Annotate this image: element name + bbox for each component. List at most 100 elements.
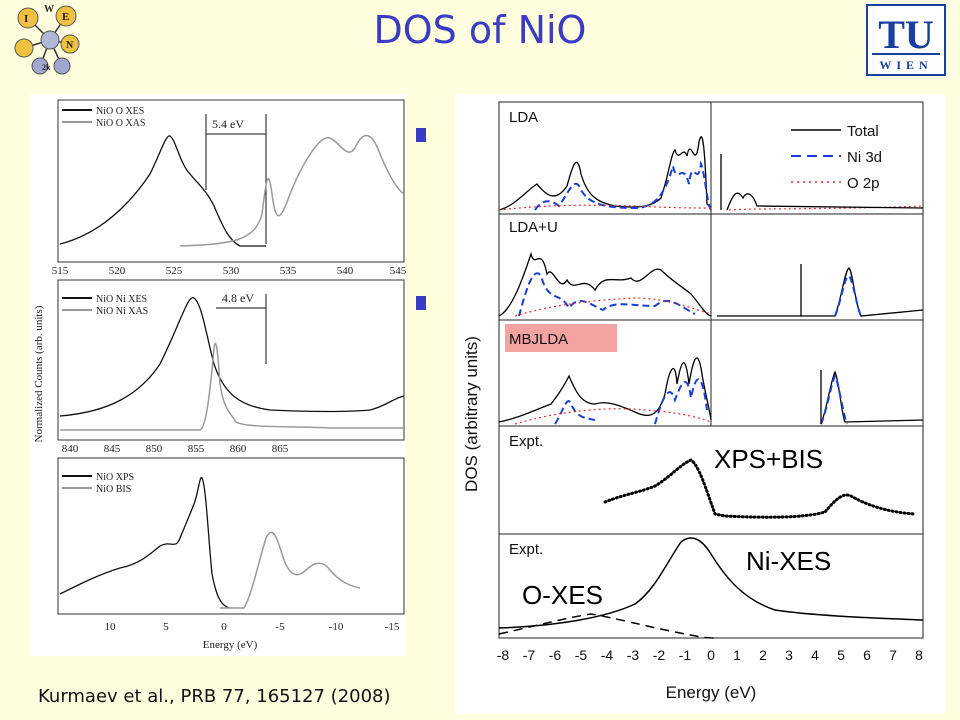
- svg-text:-3: -3: [627, 647, 640, 663]
- svg-text:6: 6: [863, 647, 871, 663]
- left-figure-svg: Normalized Counts (arb. units) NiO O XES…: [33, 99, 407, 651]
- wien2k-letter-i: I: [24, 13, 28, 25]
- svg-text:2: 2: [759, 647, 767, 663]
- label-xps-bis: XPS+BIS: [714, 444, 824, 474]
- svg-text:-7: -7: [523, 647, 536, 663]
- bis-curve: [220, 531, 361, 609]
- right-x-ticks: -8 -7 -6 -5 -4 -3 -2 -1 0 1 2 3 4 5 6 7 …: [497, 647, 923, 663]
- left-panel-3-frame: [57, 457, 405, 615]
- lda-o2p: [498, 204, 924, 211]
- left-figure: Normalized Counts (arb. units) NiO O XES…: [30, 94, 407, 656]
- lda-unocc: [720, 154, 924, 211]
- label-o-xes: O-XES: [522, 580, 603, 610]
- bullet-marker: [416, 296, 426, 310]
- svg-text:-5: -5: [575, 647, 588, 663]
- svg-text:10: 10: [105, 621, 117, 633]
- mbj-total: [498, 357, 924, 425]
- svg-text:535: 535: [280, 265, 297, 277]
- mbjlda-highlight: [505, 324, 617, 352]
- svg-text:545: 545: [390, 265, 406, 277]
- ni-xes-curve: [59, 297, 405, 417]
- right-figure: DOS (arbitrary units) LDA LDA+U MBJLDA E…: [455, 94, 945, 714]
- panel-1-ticks: 515 520 525 530 535 540 545: [52, 265, 407, 277]
- svg-text:540: 540: [337, 265, 354, 277]
- svg-text:0: 0: [707, 647, 715, 663]
- svg-text:8: 8: [915, 647, 923, 663]
- svg-text:525: 525: [166, 265, 183, 277]
- legend-ni-xes: NiO Ni XES: [96, 294, 147, 305]
- svg-text:1: 1: [733, 647, 741, 663]
- legend-total: Total: [847, 123, 879, 140]
- citation: Kurmaev et al., PRB 77, 165127 (2008): [38, 686, 391, 707]
- wien2k-letter-n: N: [66, 40, 74, 51]
- legend-o2p: O 2p: [847, 175, 880, 192]
- legend-o-xas: NiO O XAS: [96, 118, 145, 129]
- left-y-axis-label: Normalized Counts (arb. units): [33, 305, 45, 442]
- ldau-ni3d: [518, 272, 862, 317]
- mbj-ni3d: [554, 373, 848, 425]
- svg-text:-10: -10: [329, 621, 344, 633]
- svg-text:-2: -2: [653, 647, 666, 663]
- svg-text:840: 840: [62, 443, 79, 455]
- wien2k-letter-e: E: [62, 11, 69, 23]
- svg-text:850: 850: [146, 443, 163, 455]
- legend-ni-xas: NiO Ni XAS: [96, 306, 148, 317]
- wien-text: WIEN: [879, 58, 932, 72]
- label-lda: LDA: [509, 109, 538, 126]
- legend-bis: NiO BIS: [96, 484, 131, 495]
- svg-text:860: 860: [230, 443, 247, 455]
- panel-3-ticks: 10 5 0 -5 -10 -15: [105, 621, 400, 633]
- svg-text:-4: -4: [601, 647, 614, 663]
- ldau-o2p: [514, 297, 712, 317]
- svg-text:520: 520: [109, 265, 126, 277]
- ni-xas-curve: [60, 342, 404, 431]
- label-ni-xes: Ni-XES: [746, 546, 832, 576]
- svg-text:515: 515: [52, 265, 69, 277]
- svg-text:865: 865: [272, 443, 289, 455]
- tu-wien-logo: TU WIEN: [866, 4, 946, 76]
- svg-text:-8: -8: [497, 647, 510, 663]
- legend-xps: NiO XPS: [96, 472, 134, 483]
- mbj-o2p: [514, 408, 712, 425]
- left-x-axis-label: Energy (eV): [203, 639, 258, 651]
- svg-text:845: 845: [104, 443, 121, 455]
- expt-xps-panel: [498, 425, 924, 535]
- label-mbjlda: MBJLDA: [509, 331, 568, 348]
- svg-text:3: 3: [785, 647, 793, 663]
- svg-text:5: 5: [837, 647, 845, 663]
- svg-text:7: 7: [889, 647, 897, 663]
- right-y-axis-label: DOS (arbitrary units): [462, 336, 481, 492]
- svg-text:530: 530: [223, 265, 240, 277]
- panel-2-ticks: 840 845 850 855 860 865: [62, 443, 289, 455]
- o-xes-curve: [59, 135, 266, 247]
- svg-text:0: 0: [221, 621, 227, 633]
- legend-o-xes: NiO O XES: [96, 106, 144, 117]
- svg-text:855: 855: [188, 443, 205, 455]
- lda-ni3d: [534, 160, 712, 211]
- expt-xps-bis-curve: [603, 458, 917, 519]
- svg-text:5: 5: [163, 621, 169, 633]
- svg-text:-15: -15: [385, 621, 400, 633]
- tu-text: TU: [878, 12, 934, 57]
- svg-text:-1: -1: [679, 647, 692, 663]
- left-panel-2-frame: [57, 279, 405, 441]
- left-panel-1-frame: [57, 99, 405, 263]
- right-figure-svg: DOS (arbitrary units) LDA LDA+U MBJLDA E…: [462, 101, 924, 702]
- svg-text:4: 4: [811, 647, 819, 663]
- right-x-axis-label: Energy (eV): [666, 683, 757, 702]
- svg-text:-6: -6: [549, 647, 562, 663]
- annotation-5-4-ev: 5.4 eV: [212, 117, 244, 131]
- label-lda-u: LDA+U: [509, 219, 558, 236]
- o-xas-curve: [179, 134, 405, 247]
- wien2k-logo: W I E N 2k: [14, 4, 80, 75]
- svg-text:-5: -5: [275, 621, 285, 633]
- annotation-4-8-ev: 4.8 eV: [222, 291, 254, 305]
- wien2k-letter-w: W: [44, 4, 54, 15]
- expt-ni-xes-curve: [498, 537, 924, 629]
- wien2k-letter-2k: 2k: [42, 63, 51, 72]
- expt-o-xes-curve: [498, 613, 716, 639]
- xps-curve: [59, 476, 231, 609]
- legend-ni3d: Ni 3d: [847, 149, 882, 166]
- label-expt-2: Expt.: [509, 541, 543, 558]
- label-expt-1: Expt.: [509, 433, 543, 450]
